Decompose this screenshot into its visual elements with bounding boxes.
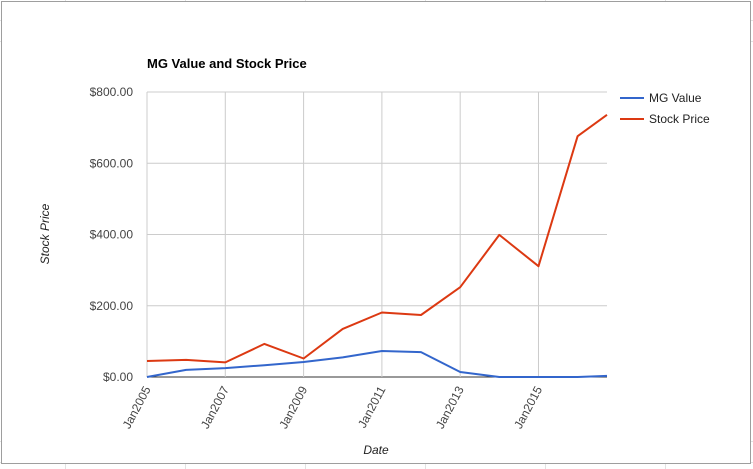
y-tick-label: $0.00: [103, 370, 133, 384]
y-tick-label: $400.00: [90, 228, 134, 242]
chart-series-lines: [146, 113, 608, 378]
legend-label: Stock Price: [649, 112, 710, 126]
series-line: [146, 350, 608, 378]
chart-legend: MG Value Stock Price: [620, 91, 710, 126]
series-line: [146, 113, 608, 364]
y-tick-label: $800.00: [90, 85, 134, 99]
x-axis-label: Date: [363, 443, 389, 457]
y-axis-label: Stock Price: [38, 203, 52, 264]
chart-gridlines: [146, 91, 607, 378]
y-tick-label: $200.00: [90, 299, 134, 313]
legend-label: MG Value: [649, 91, 702, 105]
y-axis-ticks: $0.00 $200.00 $400.00 $600.00 $800.00: [90, 85, 134, 384]
chart-title: MG Value and Stock Price: [147, 56, 307, 71]
y-tick-label: $600.00: [90, 156, 134, 170]
